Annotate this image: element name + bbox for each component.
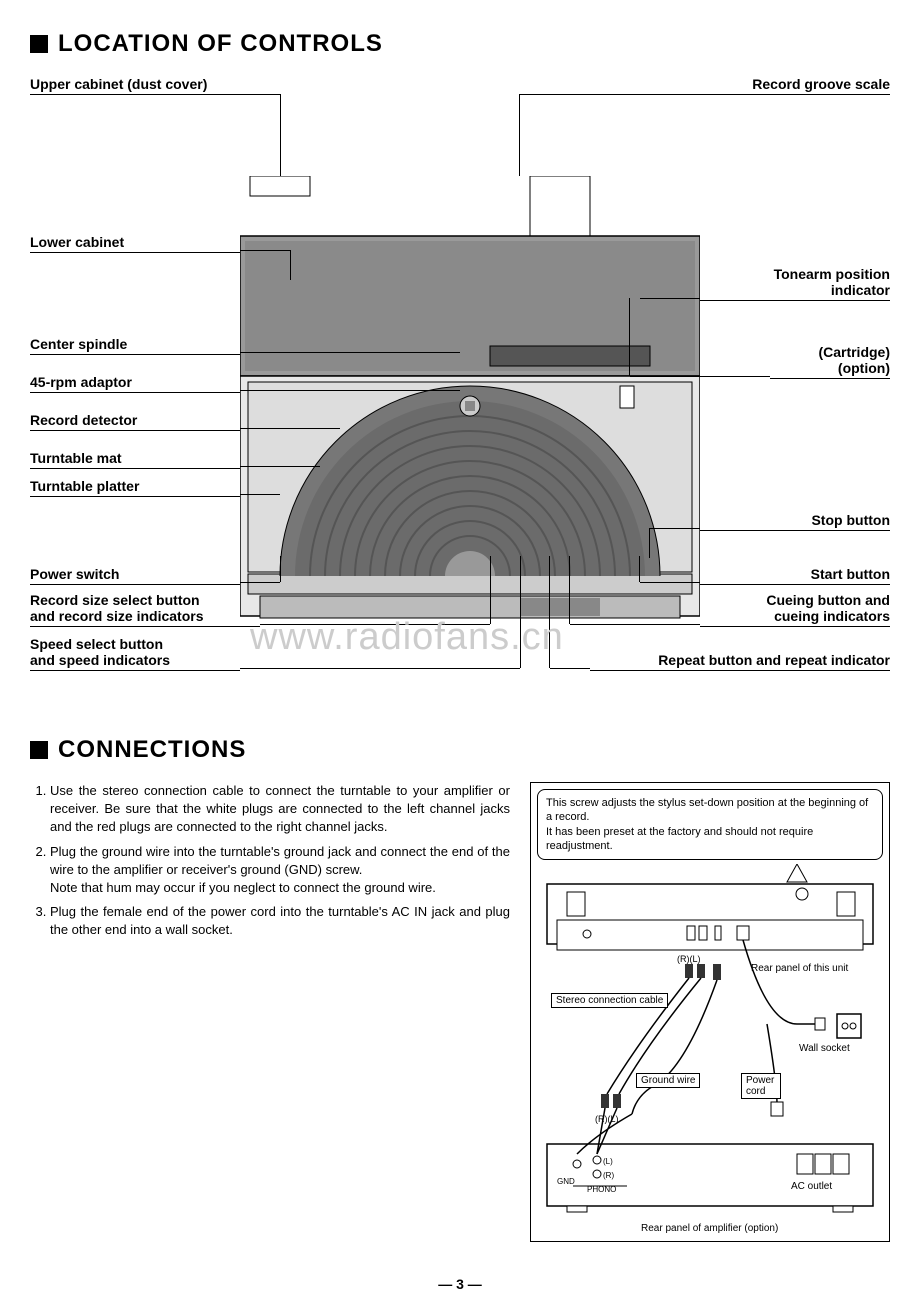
rl-label-top: (R)(L) bbox=[677, 954, 701, 964]
conn-item-2: Plug the ground wire into the turntable'… bbox=[50, 843, 510, 898]
svg-text:(R): (R) bbox=[603, 1171, 614, 1180]
screw-callout: This screw adjusts the stylus set-down p… bbox=[537, 789, 883, 860]
label-record-size-2: and record size indicators bbox=[30, 608, 260, 627]
controls-diagram: Upper cabinet (dust cover) Lower cabinet… bbox=[30, 76, 890, 686]
label-cueing-1: Cueing button and bbox=[700, 592, 890, 608]
label-power-switch: Power switch bbox=[30, 566, 240, 585]
label-cueing-2: cueing indicators bbox=[700, 608, 890, 627]
label-lower-cabinet: Lower cabinet bbox=[30, 234, 240, 253]
label-stop: Stop button bbox=[700, 512, 890, 531]
label-record-detector: Record detector bbox=[30, 412, 240, 431]
fig-ground-wire: Ground wire bbox=[636, 1073, 700, 1088]
label-tonearm-2: indicator bbox=[700, 282, 890, 301]
svg-text:(R)(L): (R)(L) bbox=[595, 1114, 619, 1124]
page-number: — 3 — bbox=[438, 1276, 482, 1292]
label-center-spindle: Center spindle bbox=[30, 336, 240, 355]
fig-stereo-cable: Stereo connection cable bbox=[551, 993, 668, 1008]
label-record-size-1: Record size select button bbox=[30, 592, 260, 608]
controls-heading: LOCATION OF CONTROLS bbox=[58, 30, 383, 58]
bullet-icon bbox=[30, 741, 48, 759]
section-title-connections: CONNECTIONS bbox=[30, 736, 890, 764]
label-turntable-mat: Turntable mat bbox=[30, 450, 240, 469]
conn-item-3: Plug the female end of the power cord in… bbox=[50, 903, 510, 939]
watermark-text: www.radiofans.cn bbox=[250, 616, 564, 659]
label-turntable-platter: Turntable platter bbox=[30, 478, 240, 497]
fig-rear-amp: Rear panel of amplifier (option) bbox=[641, 1223, 778, 1234]
connections-figure: This screw adjusts the stylus set-down p… bbox=[530, 782, 890, 1242]
label-repeat: Repeat button and repeat indicator bbox=[590, 652, 890, 671]
label-start: Start button bbox=[700, 566, 890, 585]
label-speed-1: Speed select button bbox=[30, 636, 240, 652]
fig-wall-socket: Wall socket bbox=[799, 1043, 850, 1054]
label-record-groove: Record groove scale bbox=[700, 76, 890, 95]
label-45rpm: 45-rpm adaptor bbox=[30, 374, 240, 393]
svg-text:GND: GND bbox=[557, 1177, 575, 1186]
fig-power-cord: Power cord bbox=[741, 1073, 781, 1099]
label-cartridge-2: (option) bbox=[770, 360, 890, 379]
connections-text: Use the stereo connection cable to conne… bbox=[30, 782, 510, 1242]
connections-heading: CONNECTIONS bbox=[58, 736, 246, 764]
fig-rear-unit: Rear panel of this unit bbox=[751, 963, 848, 974]
label-speed-2: and speed indicators bbox=[30, 652, 240, 671]
conn-item-1: Use the stereo connection cable to conne… bbox=[50, 782, 510, 837]
svg-text:(L): (L) bbox=[603, 1157, 613, 1166]
label-tonearm-1: Tonearm position bbox=[700, 266, 890, 282]
section-title-controls: LOCATION OF CONTROLS bbox=[30, 30, 890, 58]
bullet-icon bbox=[30, 35, 48, 53]
turntable-illustration bbox=[240, 176, 700, 656]
label-upper-cabinet: Upper cabinet (dust cover) bbox=[30, 76, 240, 95]
label-cartridge-1: (Cartridge) bbox=[770, 344, 890, 360]
fig-ac-outlet: AC outlet bbox=[791, 1181, 832, 1192]
connections-section: CONNECTIONS Use the stereo connection ca… bbox=[30, 736, 890, 1242]
